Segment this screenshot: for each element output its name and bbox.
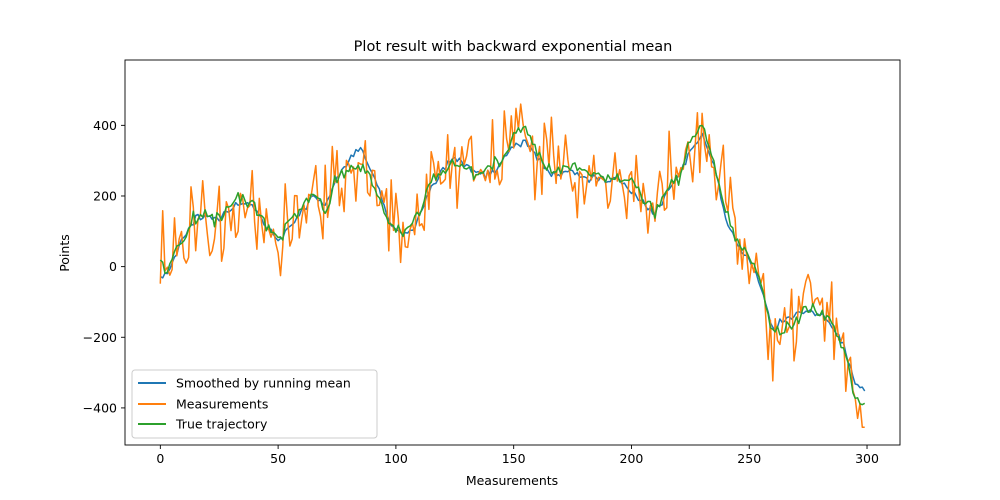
plot-frame bbox=[124, 59, 901, 446]
series-true-trajectory-line bbox=[159, 124, 866, 406]
x-tick-label: 0 bbox=[156, 451, 164, 466]
series-layer bbox=[159, 103, 866, 429]
y-tick-label: −400 bbox=[83, 400, 117, 415]
x-tick-label: 150 bbox=[502, 451, 526, 466]
x-axis-label: Measurements bbox=[466, 473, 558, 488]
legend-box bbox=[131, 369, 378, 439]
legend-label-smoothed: Smoothed by running mean bbox=[176, 376, 351, 391]
x-tick-label: 100 bbox=[384, 451, 408, 466]
y-tick-label: 0 bbox=[109, 259, 117, 274]
legend: Smoothed by running mean Measurements Tr… bbox=[131, 369, 378, 439]
x-tick-label: 250 bbox=[737, 451, 761, 466]
tick-layer: 0 50 100 150 200 250 300 −400 −200 0 200 400 bbox=[83, 118, 879, 466]
x-tick-label: 200 bbox=[620, 451, 644, 466]
chart-title: Plot result with backward exponential me… bbox=[354, 39, 673, 55]
x-tick-label: 50 bbox=[270, 451, 286, 466]
legend-label-true-trajectory: True trajectory bbox=[175, 417, 268, 432]
y-tick-label: −200 bbox=[83, 330, 117, 345]
y-tick-label: 400 bbox=[93, 118, 117, 133]
legend-label-measurements: Measurements bbox=[176, 397, 268, 412]
x-tick-label: 300 bbox=[855, 451, 879, 466]
y-tick-label: 200 bbox=[93, 188, 117, 203]
series-measurements-line bbox=[159, 103, 865, 429]
y-axis-label: Points bbox=[57, 234, 72, 272]
